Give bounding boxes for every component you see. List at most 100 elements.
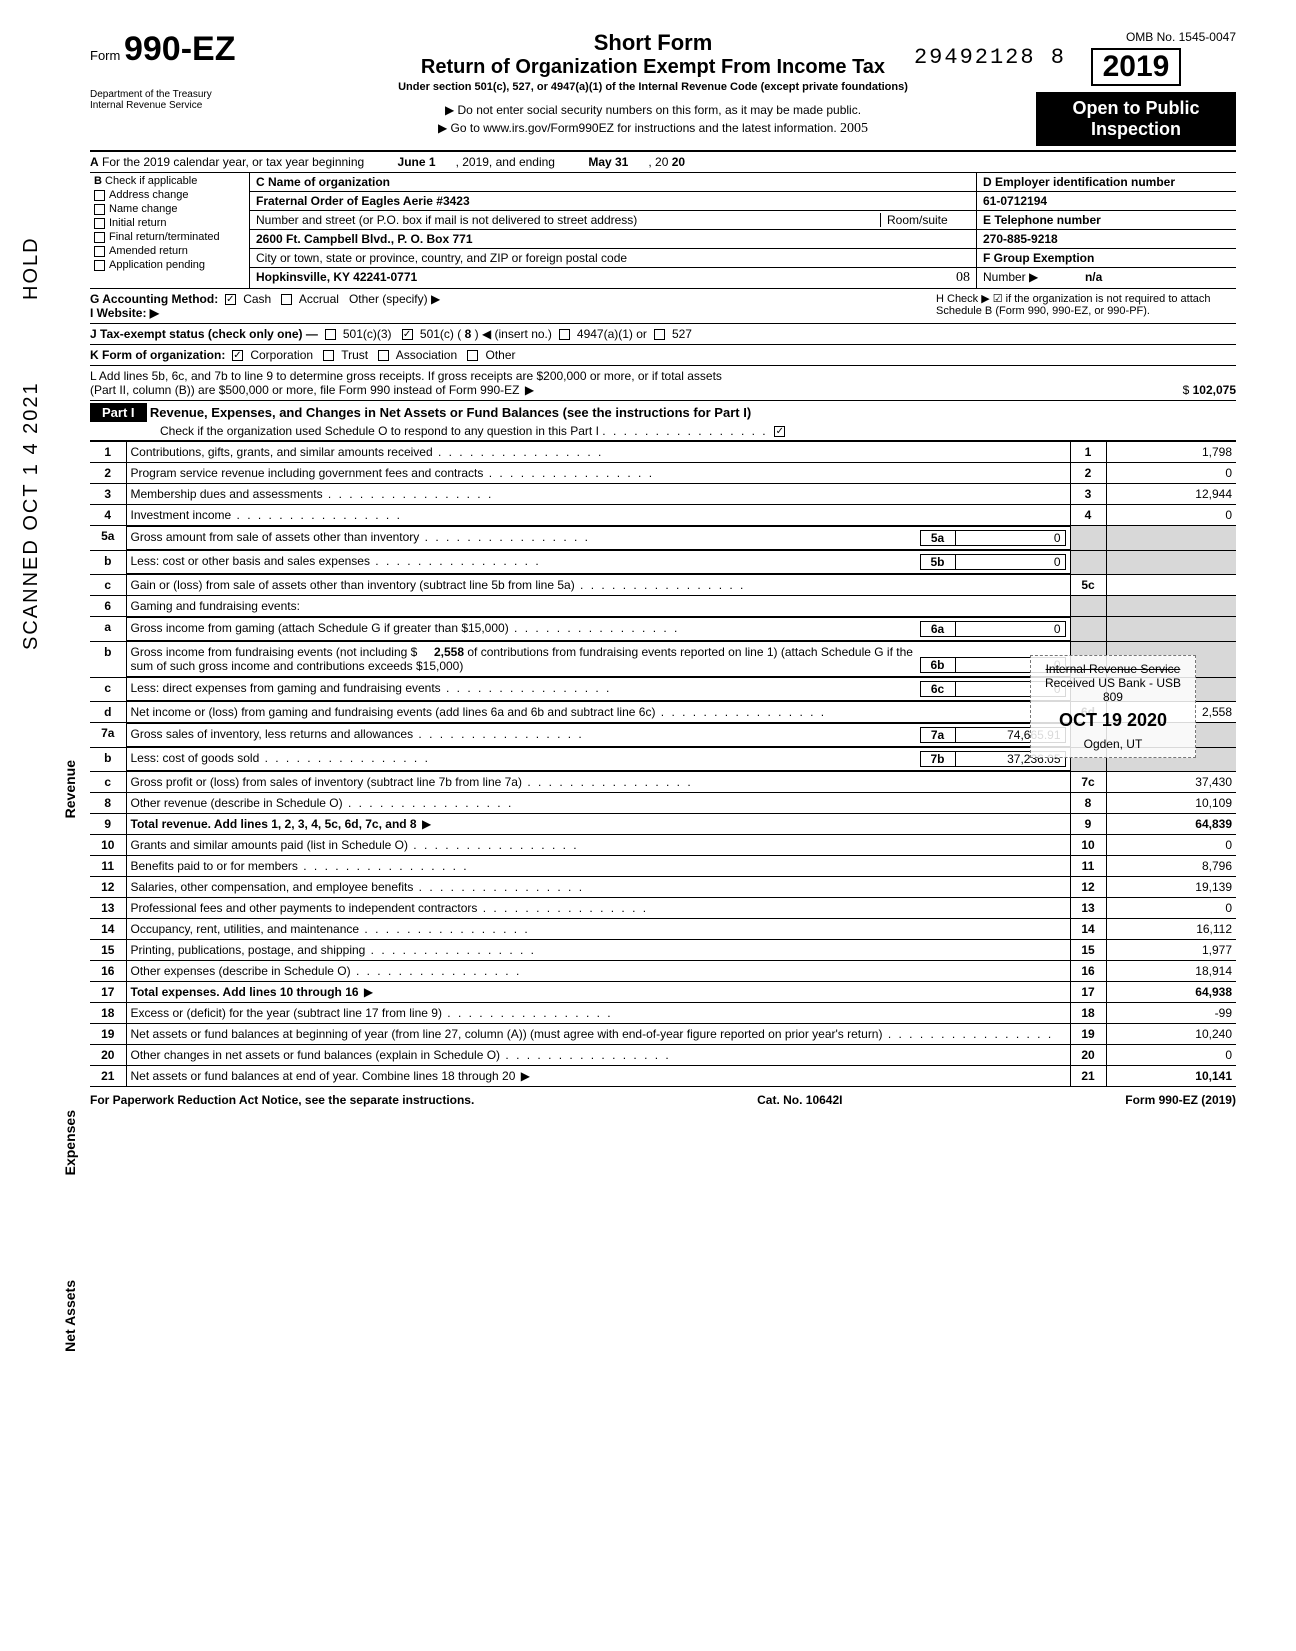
- cb-other-org[interactable]: [467, 350, 478, 361]
- line-7c: cGross profit or (loss) from sales of in…: [90, 772, 1236, 793]
- cb-501c3[interactable]: [325, 329, 336, 340]
- j-label: J Tax-exempt status (check only one) —: [90, 327, 318, 341]
- col-c: C Name of organization Fraternal Order o…: [250, 173, 976, 288]
- ein-val: 61-0712194: [983, 194, 1047, 208]
- stamp-l1: Internal Revenue Service: [1045, 662, 1181, 676]
- footer-mid: Cat. No. 10642I: [757, 1093, 842, 1107]
- cb-accrual[interactable]: [281, 294, 292, 305]
- stamp-l2: Received US Bank - USB: [1045, 676, 1181, 690]
- line-3: 3Membership dues and assessments312,944: [90, 484, 1236, 505]
- footer: For Paperwork Reduction Act Notice, see …: [90, 1093, 1236, 1107]
- cb-cash[interactable]: [225, 294, 236, 305]
- line-2: 2Program service revenue including gover…: [90, 463, 1236, 484]
- contrib-amt: 2,558: [434, 645, 464, 659]
- col-def: D Employer identification number 61-0712…: [976, 173, 1236, 288]
- tax-year: 2019: [1091, 48, 1182, 86]
- street-val: 2600 Ft. Campbell Blvd., P. O. Box 771: [256, 232, 473, 246]
- city-label: City or town, state or province, country…: [250, 249, 976, 268]
- cb-4947[interactable]: [559, 329, 570, 340]
- cb-amended-return[interactable]: Amended return: [94, 245, 245, 257]
- org-name: Fraternal Order of Eagles Aerie #3423: [256, 194, 470, 208]
- stamp-date: OCT 19 2020: [1045, 710, 1181, 731]
- b-label: B: [94, 175, 102, 187]
- footer-right: Form 990-EZ (2019): [1125, 1093, 1236, 1107]
- block-b-to-f: B Check if applicable Address change Nam…: [90, 173, 1236, 289]
- section-netassets: Net Assets: [62, 1280, 78, 1352]
- gross-receipts: 102,075: [1193, 383, 1236, 397]
- h-text: H Check ▶ ☑ if the organization is not r…: [936, 292, 1236, 320]
- row-a-mid: , 2019, and ending: [456, 155, 555, 169]
- g-label: G Accounting Method:: [90, 292, 218, 306]
- cb-schedule-o[interactable]: [774, 426, 785, 437]
- hold-stamp: HOLD: [20, 236, 43, 300]
- cb-initial-return[interactable]: Initial return: [94, 217, 245, 229]
- goto-link: ▶ Go to www.irs.gov/Form990EZ for instru…: [438, 121, 837, 135]
- cb-trust[interactable]: [323, 350, 334, 361]
- col-b: B Check if applicable Address change Nam…: [90, 173, 250, 288]
- begin-month: June 1: [398, 155, 436, 169]
- other-label: Other (specify) ▶: [349, 292, 440, 306]
- f-label2: Number ▶: [983, 270, 1038, 284]
- lines-table: 1Contributions, gifts, grants, and simil…: [90, 441, 1236, 1087]
- line-13: 13Professional fees and other payments t…: [90, 898, 1236, 919]
- line-6a: aGross income from gaming (attach Schedu…: [90, 617, 1236, 642]
- line-5c: cGain or (loss) from sale of assets othe…: [90, 575, 1236, 596]
- l-text1: L Add lines 5b, 6c, and 7b to line 9 to …: [90, 369, 1096, 383]
- cb-501c[interactable]: [402, 329, 413, 340]
- line-4: 4Investment income40: [90, 505, 1236, 526]
- row-l: L Add lines 5b, 6c, and 7b to line 9 to …: [90, 366, 1236, 401]
- line-9: 9Total revenue. Add lines 1, 2, 3, 4, 5c…: [90, 814, 1236, 835]
- l-text2: (Part II, column (B)) are $500,000 or mo…: [90, 383, 520, 397]
- cb-address-change[interactable]: Address change: [94, 189, 245, 201]
- open-to-public: Open to Public Inspection: [1036, 92, 1236, 146]
- omb-number: OMB No. 1545-0047: [1036, 30, 1236, 44]
- line-14: 14Occupancy, rent, utilities, and mainte…: [90, 919, 1236, 940]
- cb-final-return[interactable]: Final return/terminated: [94, 231, 245, 243]
- room-handwritten: 08: [910, 270, 970, 286]
- line-18: 18Excess or (deficit) for the year (subt…: [90, 1003, 1236, 1024]
- line-11: 11Benefits paid to or for members118,796: [90, 856, 1236, 877]
- cb-527[interactable]: [654, 329, 665, 340]
- cb-assoc[interactable]: [378, 350, 389, 361]
- form-prefix: Form: [90, 48, 120, 63]
- footer-left: For Paperwork Reduction Act Notice, see …: [90, 1093, 474, 1107]
- row-k: K Form of organization: Corporation Trus…: [90, 345, 1236, 366]
- row-a: A For the 2019 calendar year, or tax yea…: [90, 152, 1236, 173]
- stamp-l4: Ogden, UT: [1045, 737, 1181, 751]
- d-label: D Employer identification number: [983, 175, 1175, 189]
- k-label: K Form of organization:: [90, 348, 225, 362]
- line-15: 15Printing, publications, postage, and s…: [90, 940, 1236, 961]
- ssn-warning: ▶ Do not enter social security numbers o…: [270, 103, 1036, 117]
- cash-label: Cash: [243, 292, 271, 306]
- end-month: May 31: [588, 155, 628, 169]
- line-6: 6Gaming and fundraising events:: [90, 596, 1236, 617]
- cb-corp[interactable]: [232, 350, 243, 361]
- c-label: C Name of organization: [256, 175, 390, 189]
- city-val: Hopkinsville, KY 42241-0771: [256, 270, 910, 286]
- section-expenses: Expenses: [62, 1110, 78, 1175]
- street-label: Number and street (or P.O. box if mail i…: [256, 213, 880, 227]
- f-label: F Group Exemption: [983, 251, 1094, 265]
- line-1: 1Contributions, gifts, grants, and simil…: [90, 442, 1236, 463]
- end-year-prefix: , 20: [648, 155, 668, 169]
- cb-name-change[interactable]: Name change: [94, 203, 245, 215]
- line-10: 10Grants and similar amounts paid (list …: [90, 835, 1236, 856]
- stamp-l3: 809: [1045, 690, 1181, 704]
- 501c-number: 8: [465, 327, 472, 341]
- hand-2005: 2005: [840, 121, 868, 136]
- dln-stamp: 29492128 8: [914, 45, 1066, 70]
- line-5b: bLess: cost or other basis and sales exp…: [90, 550, 1236, 575]
- line-17: 17Total expenses. Add lines 10 through 1…: [90, 982, 1236, 1003]
- subtitle: Under section 501(c), 527, or 4947(a)(1)…: [270, 81, 1036, 93]
- scanned-stamp: SCANNED OCT 1 4 2021: [20, 381, 43, 650]
- line-21: 21Net assets or fund balances at end of …: [90, 1066, 1236, 1087]
- row-j: J Tax-exempt status (check only one) — 5…: [90, 324, 1236, 345]
- line-16: 16Other expenses (describe in Schedule O…: [90, 961, 1236, 982]
- i-label: I Website: ▶: [90, 306, 159, 320]
- dept1: Department of the Treasury: [90, 89, 270, 100]
- label-a: A: [90, 155, 99, 169]
- row-g-h: G Accounting Method: Cash Accrual Other …: [90, 289, 1236, 324]
- group-exemption-val: n/a: [1085, 270, 1102, 284]
- cb-application-pending[interactable]: Application pending: [94, 259, 245, 271]
- end-year: 20: [672, 155, 685, 169]
